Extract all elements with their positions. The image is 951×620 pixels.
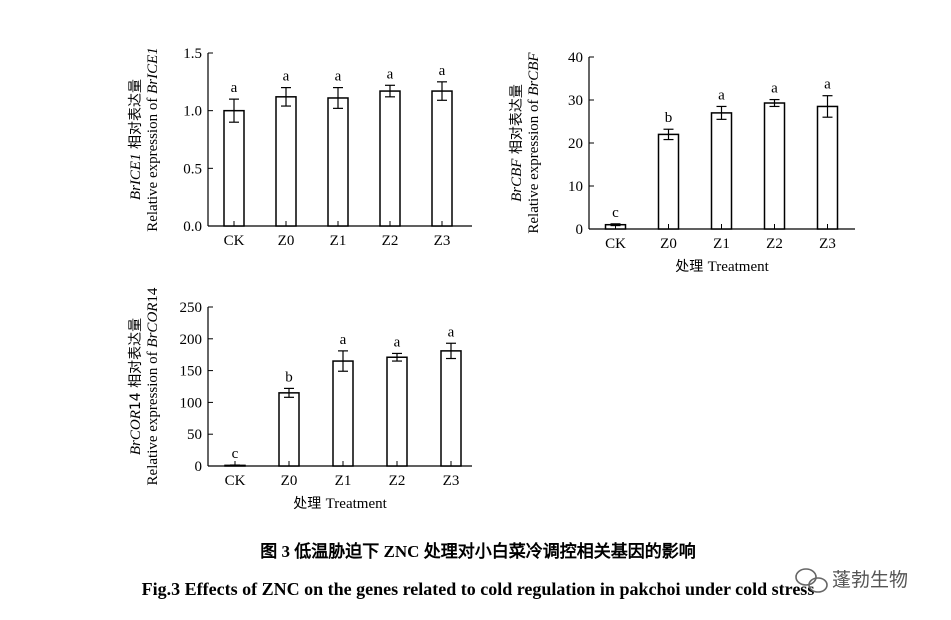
bar-Z0 — [278, 392, 300, 467]
x-tick-label-Z1: Z1 — [335, 473, 352, 489]
y-tick-label: 10 — [568, 179, 583, 195]
y-tick-label: 200 — [180, 332, 203, 348]
significance-letter-Z1: a — [718, 87, 725, 103]
x-tick-label-Z2: Z2 — [766, 236, 783, 252]
significance-letter-Z3: a — [448, 324, 455, 340]
x-tick-label-CK: CK — [224, 233, 245, 249]
significance-letter-Z0: a — [283, 69, 290, 85]
chart-1: 0.0 0.5 1.0 1.5 CK a Z0 a Z1 a Z2 a Z3 a BrICE1 相对表达量 R… — [128, 46, 472, 249]
significance-letter-Z2: a — [387, 66, 394, 82]
x-tick-label-Z0: Z0 — [660, 236, 677, 252]
y-tick-label: 50 — [187, 427, 202, 443]
bar-Z0 — [275, 96, 297, 227]
bar-Z1 — [710, 112, 733, 230]
bar-Z0 — [657, 133, 680, 230]
significance-letter-Z2: a — [394, 334, 401, 350]
significance-letter-Z1: a — [340, 332, 347, 348]
y-axis-label-line2: Relative expression of BrICE1 — [145, 47, 161, 232]
y-tick-label: 0 — [576, 222, 584, 238]
y-tick-label: 100 — [180, 395, 203, 411]
x-axis-label: 处理 Treatment — [675, 259, 769, 275]
bar-CK — [223, 109, 245, 227]
x-tick-label-Z3: Z3 — [819, 236, 836, 252]
y-tick-label: 250 — [180, 300, 203, 316]
y-tick-label: 150 — [180, 364, 203, 380]
x-tick-label-CK: CK — [225, 473, 246, 489]
x-tick-label-Z3: Z3 — [434, 233, 451, 249]
y-axis-label-line1: BrCBF 相对表达量 — [509, 84, 525, 202]
x-tick-label-Z1: Z1 — [330, 233, 347, 249]
watermark-text: 蓬勃生物 — [832, 569, 908, 591]
x-tick-label-Z2: Z2 — [389, 473, 406, 489]
caption-chinese: 图 3 低温胁迫下 ZNC 处理对小白菜冷调控相关基因的影响 — [260, 541, 695, 561]
significance-letter-CK: a — [231, 80, 238, 96]
y-tick-label: 40 — [568, 50, 583, 66]
y-tick-label: 0 — [195, 459, 203, 475]
significance-letter-Z2: a — [771, 81, 778, 97]
x-tick-label-Z0: Z0 — [281, 473, 298, 489]
significance-letter-Z0: b — [285, 369, 293, 385]
significance-letter-Z3: a — [824, 77, 831, 93]
x-axis-label: 处理 Treatment — [293, 496, 387, 512]
y-tick-label: 20 — [568, 136, 583, 152]
x-tick-label-Z0: Z0 — [278, 233, 295, 249]
bar-Z3 — [431, 90, 453, 227]
chart-3: 0 50 100 150 200 250 CK c Z0 b Z1 a Z2 a Z3 a BrCOR14 相对… — [128, 287, 472, 512]
bar-Z3 — [816, 105, 839, 230]
bar-Z2 — [763, 102, 786, 230]
significance-letter-Z1: a — [335, 69, 342, 85]
x-tick-label-Z3: Z3 — [443, 473, 460, 489]
significance-letter-CK: c — [232, 446, 239, 462]
y-tick-label: 30 — [568, 93, 583, 109]
bar-Z1 — [327, 97, 349, 227]
significance-letter-Z3: a — [439, 63, 446, 79]
x-tick-label-Z1: Z1 — [713, 236, 730, 252]
bar-Z1 — [332, 360, 354, 467]
y-tick-label: 1.0 — [183, 104, 202, 120]
y-axis-label-line1: BrCOR14 相对表达量 — [128, 318, 144, 455]
x-tick-label-CK: CK — [605, 236, 626, 252]
bar-Z3 — [440, 350, 462, 467]
y-tick-label: 0.0 — [183, 219, 202, 235]
caption-english: Fig.3 Effects of ZNC on the genes relate… — [142, 579, 815, 599]
significance-letter-Z0: b — [665, 110, 673, 126]
bar-Z2 — [386, 356, 408, 467]
significance-letter-CK: c — [612, 205, 619, 221]
wechat-icon — [795, 568, 828, 593]
y-tick-label: 1.5 — [183, 46, 202, 62]
y-axis-label-line2: Relative expression of BrCBF — [526, 52, 542, 234]
chart-2: 0 10 20 30 40 CK c Z0 b Z1 a Z2 a Z3 a BrCBF 相对表达量 Relat… — [509, 50, 855, 275]
watermark: 蓬勃生物 — [795, 568, 908, 593]
x-tick-label-Z2: Z2 — [382, 233, 399, 249]
y-axis-label-line1: BrICE1 相对表达量 — [128, 79, 144, 200]
y-tick-label: 0.5 — [183, 161, 202, 177]
bar-Z2 — [379, 90, 401, 227]
y-axis-label-line2: Relative expression of BrCOR14 — [145, 287, 161, 485]
